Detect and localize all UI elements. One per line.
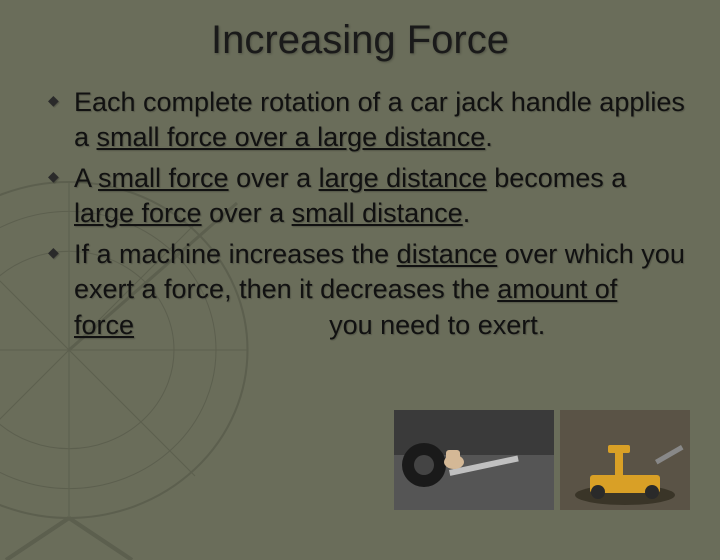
bullet-item: A small force over a large distance beco… — [48, 161, 690, 231]
plain-text: over a — [202, 198, 292, 228]
plain-text: over a — [229, 163, 319, 193]
underlined-text: small distance — [292, 198, 463, 228]
plain-text: . — [485, 122, 493, 152]
bullet-item: Each complete rotation of a car jack han… — [48, 85, 690, 155]
plain-text: becomes a — [487, 163, 627, 193]
underlined-text: large distance — [319, 163, 487, 193]
underlined-text: small force over a large distance — [97, 122, 486, 152]
floor-jack-photo — [560, 410, 690, 510]
bullet-item: If a machine increases the distance over… — [48, 237, 690, 342]
bullet-list: Each complete rotation of a car jack han… — [30, 85, 690, 343]
plain-text: A — [74, 163, 98, 193]
plain-text: you need to exert. — [134, 310, 545, 340]
slide-title: Increasing Force — [30, 18, 690, 63]
underlined-text: small force — [98, 163, 229, 193]
car-jack-photo — [394, 410, 554, 510]
underlined-text: large force — [74, 198, 202, 228]
underlined-text: distance — [397, 239, 498, 269]
image-row — [394, 410, 690, 510]
plain-text: . — [463, 198, 471, 228]
plain-text: If a machine increases the — [74, 239, 397, 269]
slide-container: Increasing Force Each complete rotation … — [0, 0, 720, 540]
